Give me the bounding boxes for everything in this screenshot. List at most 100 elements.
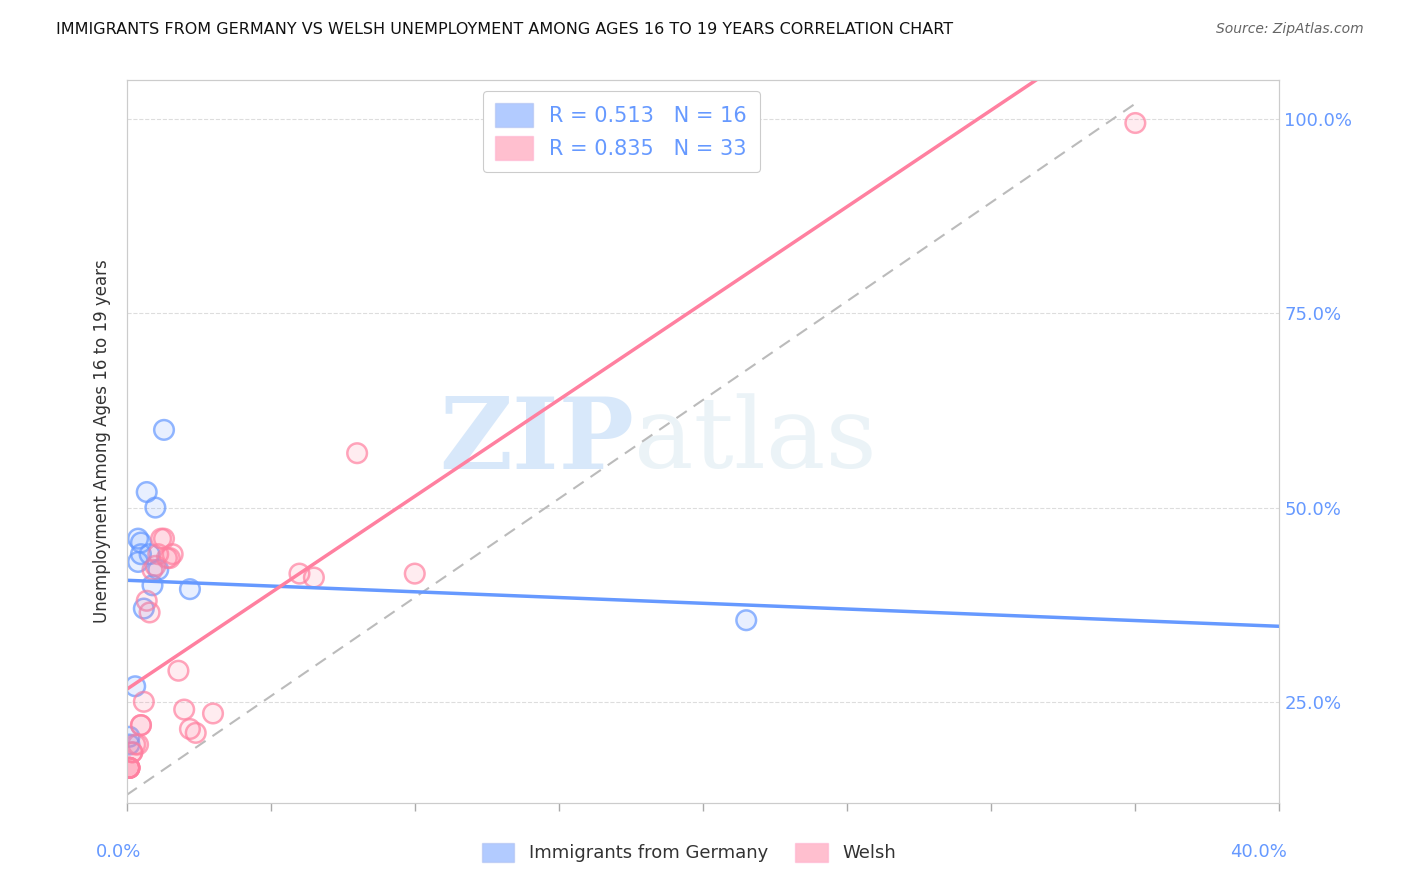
Point (167, 664, 190, 678)
Point (153, 423, 176, 437)
Point (288, 566, 311, 581)
Point (135, 594, 157, 608)
Point (156, 551, 179, 566)
Point (129, 535, 152, 549)
Point (118, 761, 141, 775)
Point (118, 761, 141, 775)
Point (121, 745, 143, 759)
Point (184, 726, 207, 740)
Text: 0.0%: 0.0% (96, 843, 141, 861)
Point (173, 702, 195, 716)
Point (148, 547, 170, 561)
Point (118, 761, 141, 775)
Point (129, 718, 152, 732)
Legend: Immigrants from Germany, Welsh: Immigrants from Germany, Welsh (475, 836, 903, 870)
Point (127, 738, 149, 752)
Legend: R = 0.513   N = 16, R = 0.835   N = 33: R = 0.513 N = 16, R = 0.835 N = 33 (482, 91, 759, 172)
Point (156, 551, 179, 566)
Point (127, 555, 149, 569)
Point (129, 718, 152, 732)
Point (1125, 116, 1147, 130)
Point (159, 551, 181, 566)
Point (127, 532, 149, 546)
Point (121, 745, 143, 759)
Point (302, 570, 325, 584)
Point (179, 582, 201, 596)
Point (664, 116, 686, 130)
Point (162, 547, 184, 561)
Point (118, 738, 141, 752)
Point (167, 664, 190, 678)
Point (118, 761, 141, 775)
Point (129, 718, 152, 732)
Point (1125, 116, 1147, 130)
Point (288, 566, 311, 581)
Point (121, 745, 143, 759)
Point (118, 761, 141, 775)
Text: Source: ZipAtlas.com: Source: ZipAtlas.com (1216, 22, 1364, 37)
Point (735, 613, 758, 627)
Point (179, 722, 201, 736)
Text: 40.0%: 40.0% (1230, 843, 1286, 861)
Point (127, 555, 149, 569)
Point (138, 606, 160, 620)
Point (127, 532, 149, 546)
Point (735, 613, 758, 627)
Point (118, 761, 141, 775)
Point (132, 695, 155, 709)
Point (179, 582, 201, 596)
Point (118, 738, 141, 752)
Point (148, 563, 170, 577)
Text: ZIP: ZIP (439, 393, 634, 490)
Text: IMMIGRANTS FROM GERMANY VS WELSH UNEMPLOYMENT AMONG AGES 16 TO 19 YEARS CORRELAT: IMMIGRANTS FROM GERMANY VS WELSH UNEMPLO… (56, 22, 953, 37)
Point (132, 601, 155, 615)
Point (135, 485, 157, 500)
Point (124, 679, 146, 693)
Point (664, 116, 686, 130)
Text: atlas: atlas (634, 393, 876, 490)
Point (145, 500, 166, 515)
Point (179, 722, 201, 736)
Point (148, 563, 170, 577)
Point (145, 558, 166, 573)
Point (173, 702, 195, 716)
Point (138, 547, 160, 561)
Point (129, 535, 152, 549)
Point (138, 606, 160, 620)
Point (141, 563, 163, 577)
Point (121, 745, 143, 759)
Point (141, 563, 163, 577)
Point (145, 558, 166, 573)
Point (132, 695, 155, 709)
Point (202, 706, 225, 721)
Point (118, 761, 141, 775)
Point (302, 570, 325, 584)
Point (150, 532, 173, 546)
Point (118, 730, 141, 744)
Point (118, 730, 141, 744)
Point (118, 761, 141, 775)
Point (202, 706, 225, 721)
Point (404, 566, 426, 581)
Point (404, 566, 426, 581)
Point (127, 738, 149, 752)
Point (118, 761, 141, 775)
Point (141, 578, 163, 592)
Point (118, 761, 141, 775)
Point (141, 578, 163, 592)
Y-axis label: Unemployment Among Ages 16 to 19 years: Unemployment Among Ages 16 to 19 years (93, 260, 111, 624)
Point (153, 532, 176, 546)
Point (153, 423, 176, 437)
Point (148, 547, 170, 561)
Point (150, 532, 173, 546)
Point (129, 718, 152, 732)
Point (346, 446, 368, 460)
Point (132, 601, 155, 615)
Point (145, 500, 166, 515)
Point (135, 485, 157, 500)
Point (153, 532, 176, 546)
Point (138, 547, 160, 561)
Point (124, 738, 146, 752)
Point (124, 679, 146, 693)
Point (135, 594, 157, 608)
